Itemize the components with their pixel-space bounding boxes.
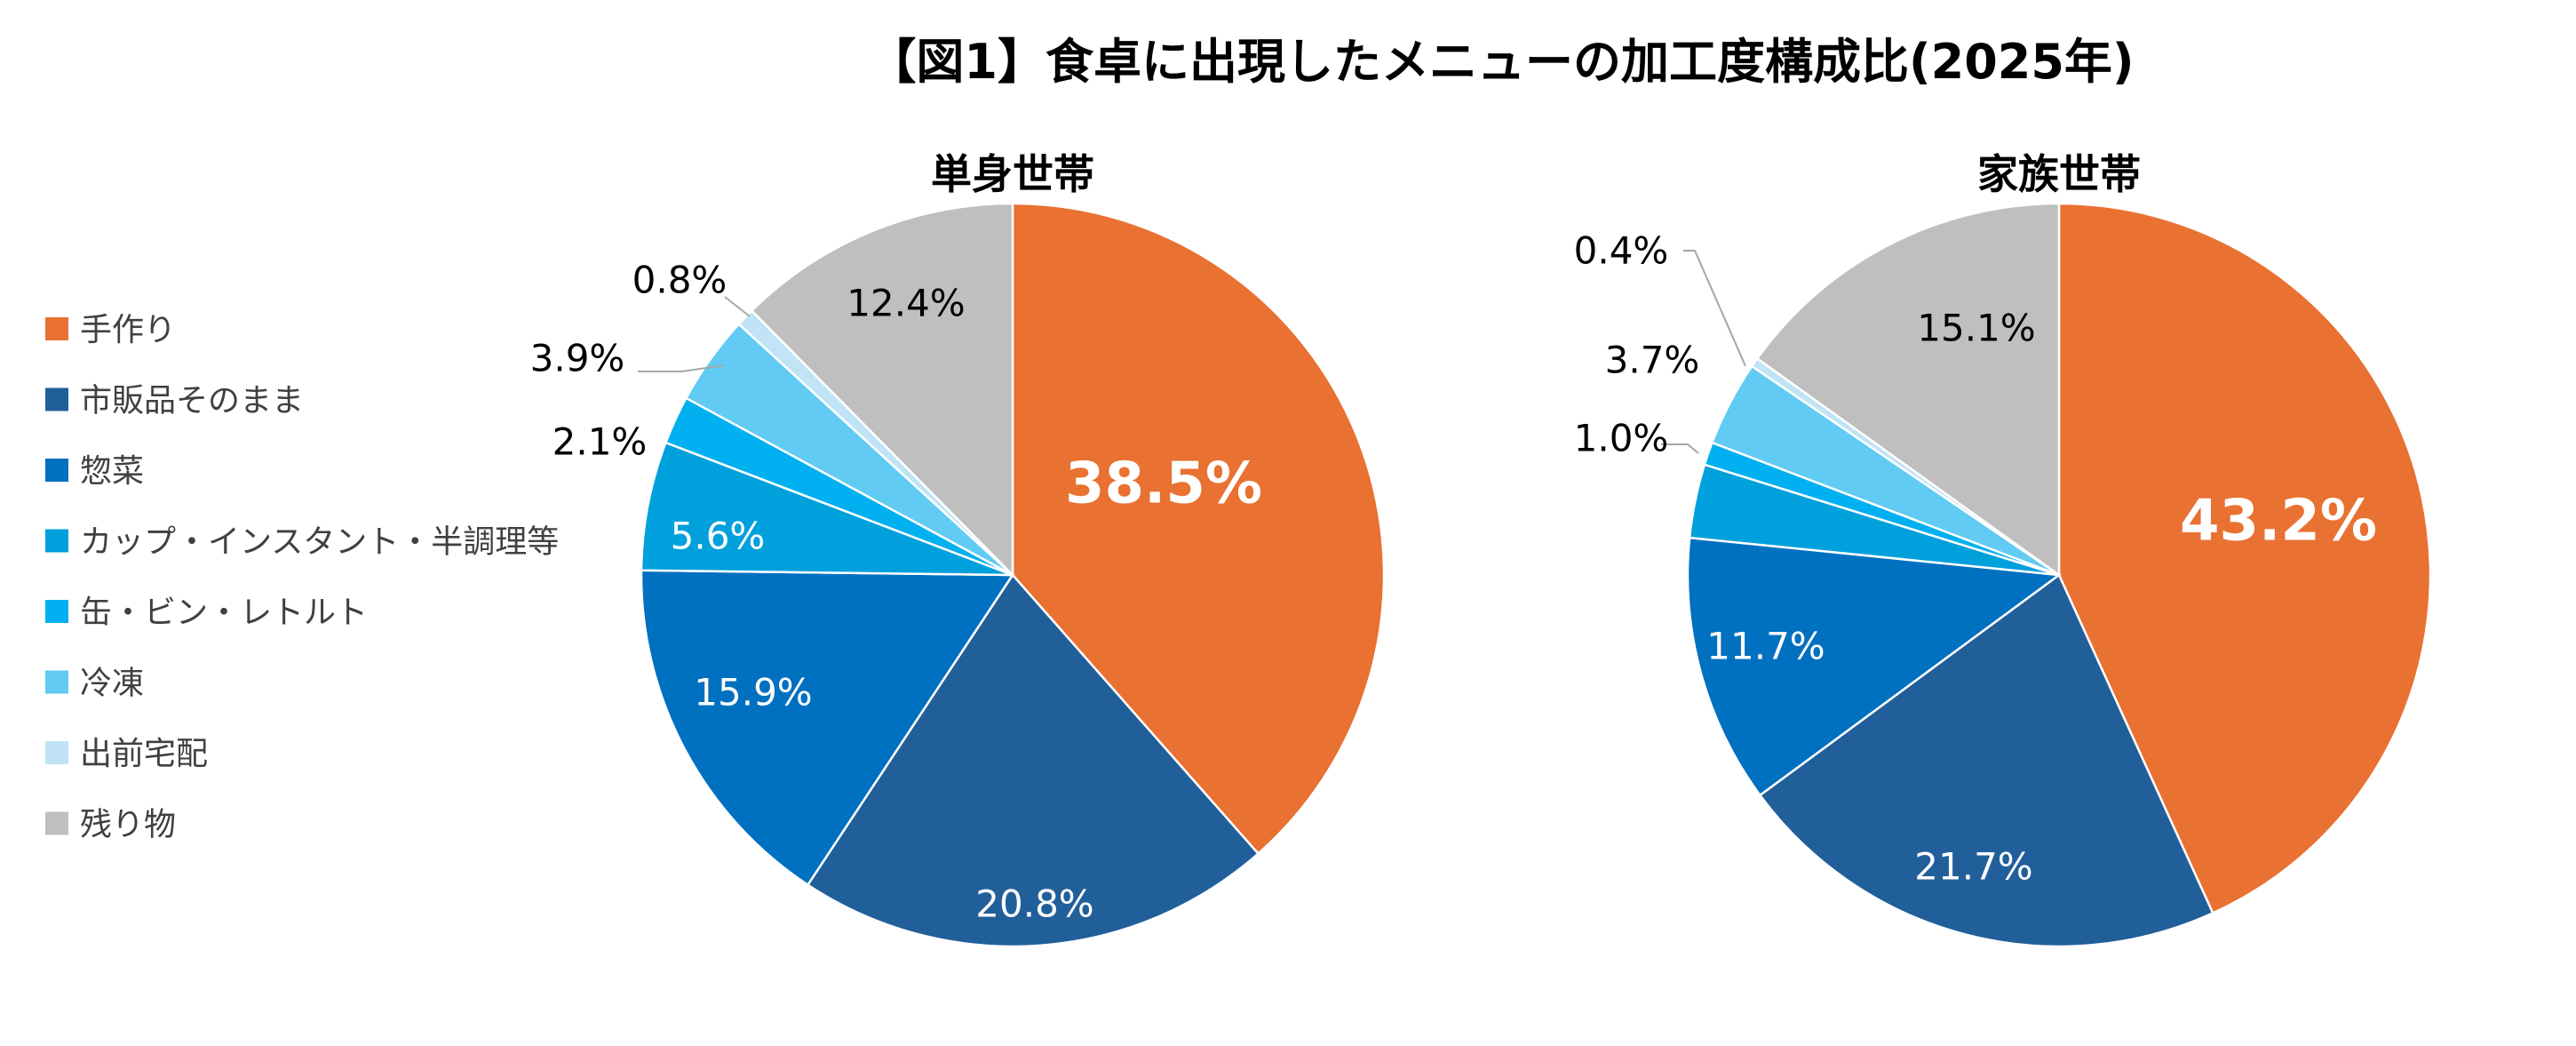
pie-0-label-2: 15.9% xyxy=(694,671,812,715)
legend-label-6: 出前宅配 xyxy=(80,736,208,772)
pie-1-slice-0 xyxy=(2057,202,2432,915)
pie-title-single: 単身世帯 xyxy=(931,150,1094,198)
legend-swatch-6 xyxy=(45,741,68,764)
pie-0-slice-1 xyxy=(806,572,1260,948)
legend-swatch-0 xyxy=(45,317,68,340)
pie-family: 43.2% 21.7% 11.7% 1.0% 3.7% 0.4% 15.1% xyxy=(1574,202,2432,948)
pie-0-leader-6 xyxy=(724,296,751,317)
pie-title-family: 家族世帯 xyxy=(1977,150,2141,198)
pie-0-label-0: 38.5% xyxy=(1065,451,1262,517)
legend-label-7: 残り物 xyxy=(80,807,176,843)
pie-1-label-2: 11.7% xyxy=(1706,625,1825,668)
legend-label-1: 市販品そのまま xyxy=(80,383,304,419)
legend-label-0: 手作り xyxy=(80,312,176,348)
legend-swatch-2 xyxy=(45,459,68,482)
pie-1-label-4: 1.0% xyxy=(1574,417,1669,460)
legend-swatch-1 xyxy=(45,387,68,411)
pie-0-slice-7 xyxy=(750,202,1014,579)
pie-single: 38.5% 20.8% 15.9% 5.6% 2.1% 3.9%0.8% 12.4% xyxy=(530,202,1386,948)
pie-0-slice-0 xyxy=(1011,202,1386,856)
pie-0-label-3: 5.6% xyxy=(671,515,766,558)
pie-0-slice-2 xyxy=(640,569,1015,887)
legend-swatch-4 xyxy=(45,600,68,623)
pie-0-label-5: 3.9% xyxy=(530,337,625,380)
legend-label-2: 惣菜 xyxy=(80,453,144,490)
legend: 手作り市販品そのまま惣菜カップ・インスタント・半調理等缶・ビン・レトルト冷凍出前… xyxy=(45,312,559,843)
pie-1-slice-2 xyxy=(1686,536,2063,797)
pie-1-leader-6 xyxy=(1683,250,1746,367)
pie-0-label-7: 12.4% xyxy=(847,282,965,325)
pie-0-leader-5 xyxy=(638,364,725,372)
legend-label-5: 冷凍 xyxy=(80,666,144,702)
pie-1-slice-1 xyxy=(1758,573,2214,948)
legend-swatch-7 xyxy=(45,811,68,835)
legend-swatch-5 xyxy=(45,670,68,694)
pie-1-label-6: 0.4% xyxy=(1574,229,1669,273)
pie-0-label-4: 2.1% xyxy=(553,420,648,464)
pie-1-leader-4 xyxy=(1661,443,1699,454)
pie-0-label-1: 20.8% xyxy=(975,882,1093,926)
chart-title: 【図1】食卓に出現したメニューの加工度構成比(2025年) xyxy=(868,34,2134,90)
pie-1-label-5: 3.7% xyxy=(1605,339,1700,382)
pie-1-label-1: 21.7% xyxy=(1914,845,2032,889)
pie-0-label-6: 0.8% xyxy=(632,259,727,302)
pie-1-label-0: 43.2% xyxy=(2180,489,2377,555)
pie-0-slice-3 xyxy=(640,441,1014,577)
pie-1-label-7: 15.1% xyxy=(1917,307,2035,350)
legend-label-3: カップ・インスタント・半調理等 xyxy=(80,524,559,561)
legend-swatch-3 xyxy=(45,529,68,553)
legend-label-4: 缶・ビン・レトルト xyxy=(80,595,368,631)
pie-1-slice-7 xyxy=(1755,202,2061,578)
